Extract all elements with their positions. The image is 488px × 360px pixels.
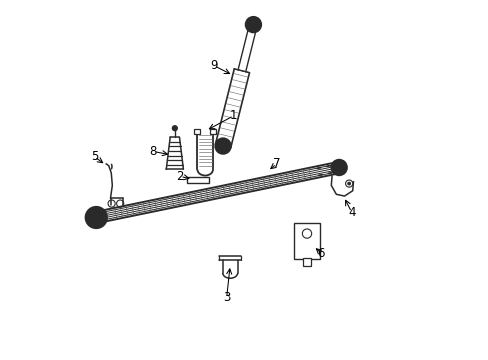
Bar bbox=[210, 129, 216, 134]
Text: 3: 3 bbox=[223, 291, 230, 305]
Circle shape bbox=[331, 159, 346, 175]
Circle shape bbox=[215, 138, 230, 154]
Circle shape bbox=[245, 17, 261, 32]
Text: 7: 7 bbox=[272, 157, 280, 170]
Text: 1: 1 bbox=[229, 109, 237, 122]
Bar bbox=[303, 258, 310, 266]
Text: 8: 8 bbox=[149, 145, 157, 158]
Circle shape bbox=[85, 207, 107, 228]
Bar bbox=[194, 129, 200, 134]
Bar bbox=[187, 177, 208, 183]
Circle shape bbox=[335, 164, 342, 171]
Circle shape bbox=[219, 143, 226, 150]
Text: 6: 6 bbox=[317, 247, 325, 260]
Text: 4: 4 bbox=[347, 206, 355, 219]
Circle shape bbox=[91, 213, 101, 222]
Text: 9: 9 bbox=[210, 59, 218, 72]
Text: 2: 2 bbox=[176, 170, 183, 183]
Circle shape bbox=[172, 126, 177, 131]
Bar bbox=[293, 223, 320, 258]
Circle shape bbox=[347, 182, 350, 185]
Circle shape bbox=[249, 21, 257, 28]
Text: 5: 5 bbox=[91, 150, 98, 163]
